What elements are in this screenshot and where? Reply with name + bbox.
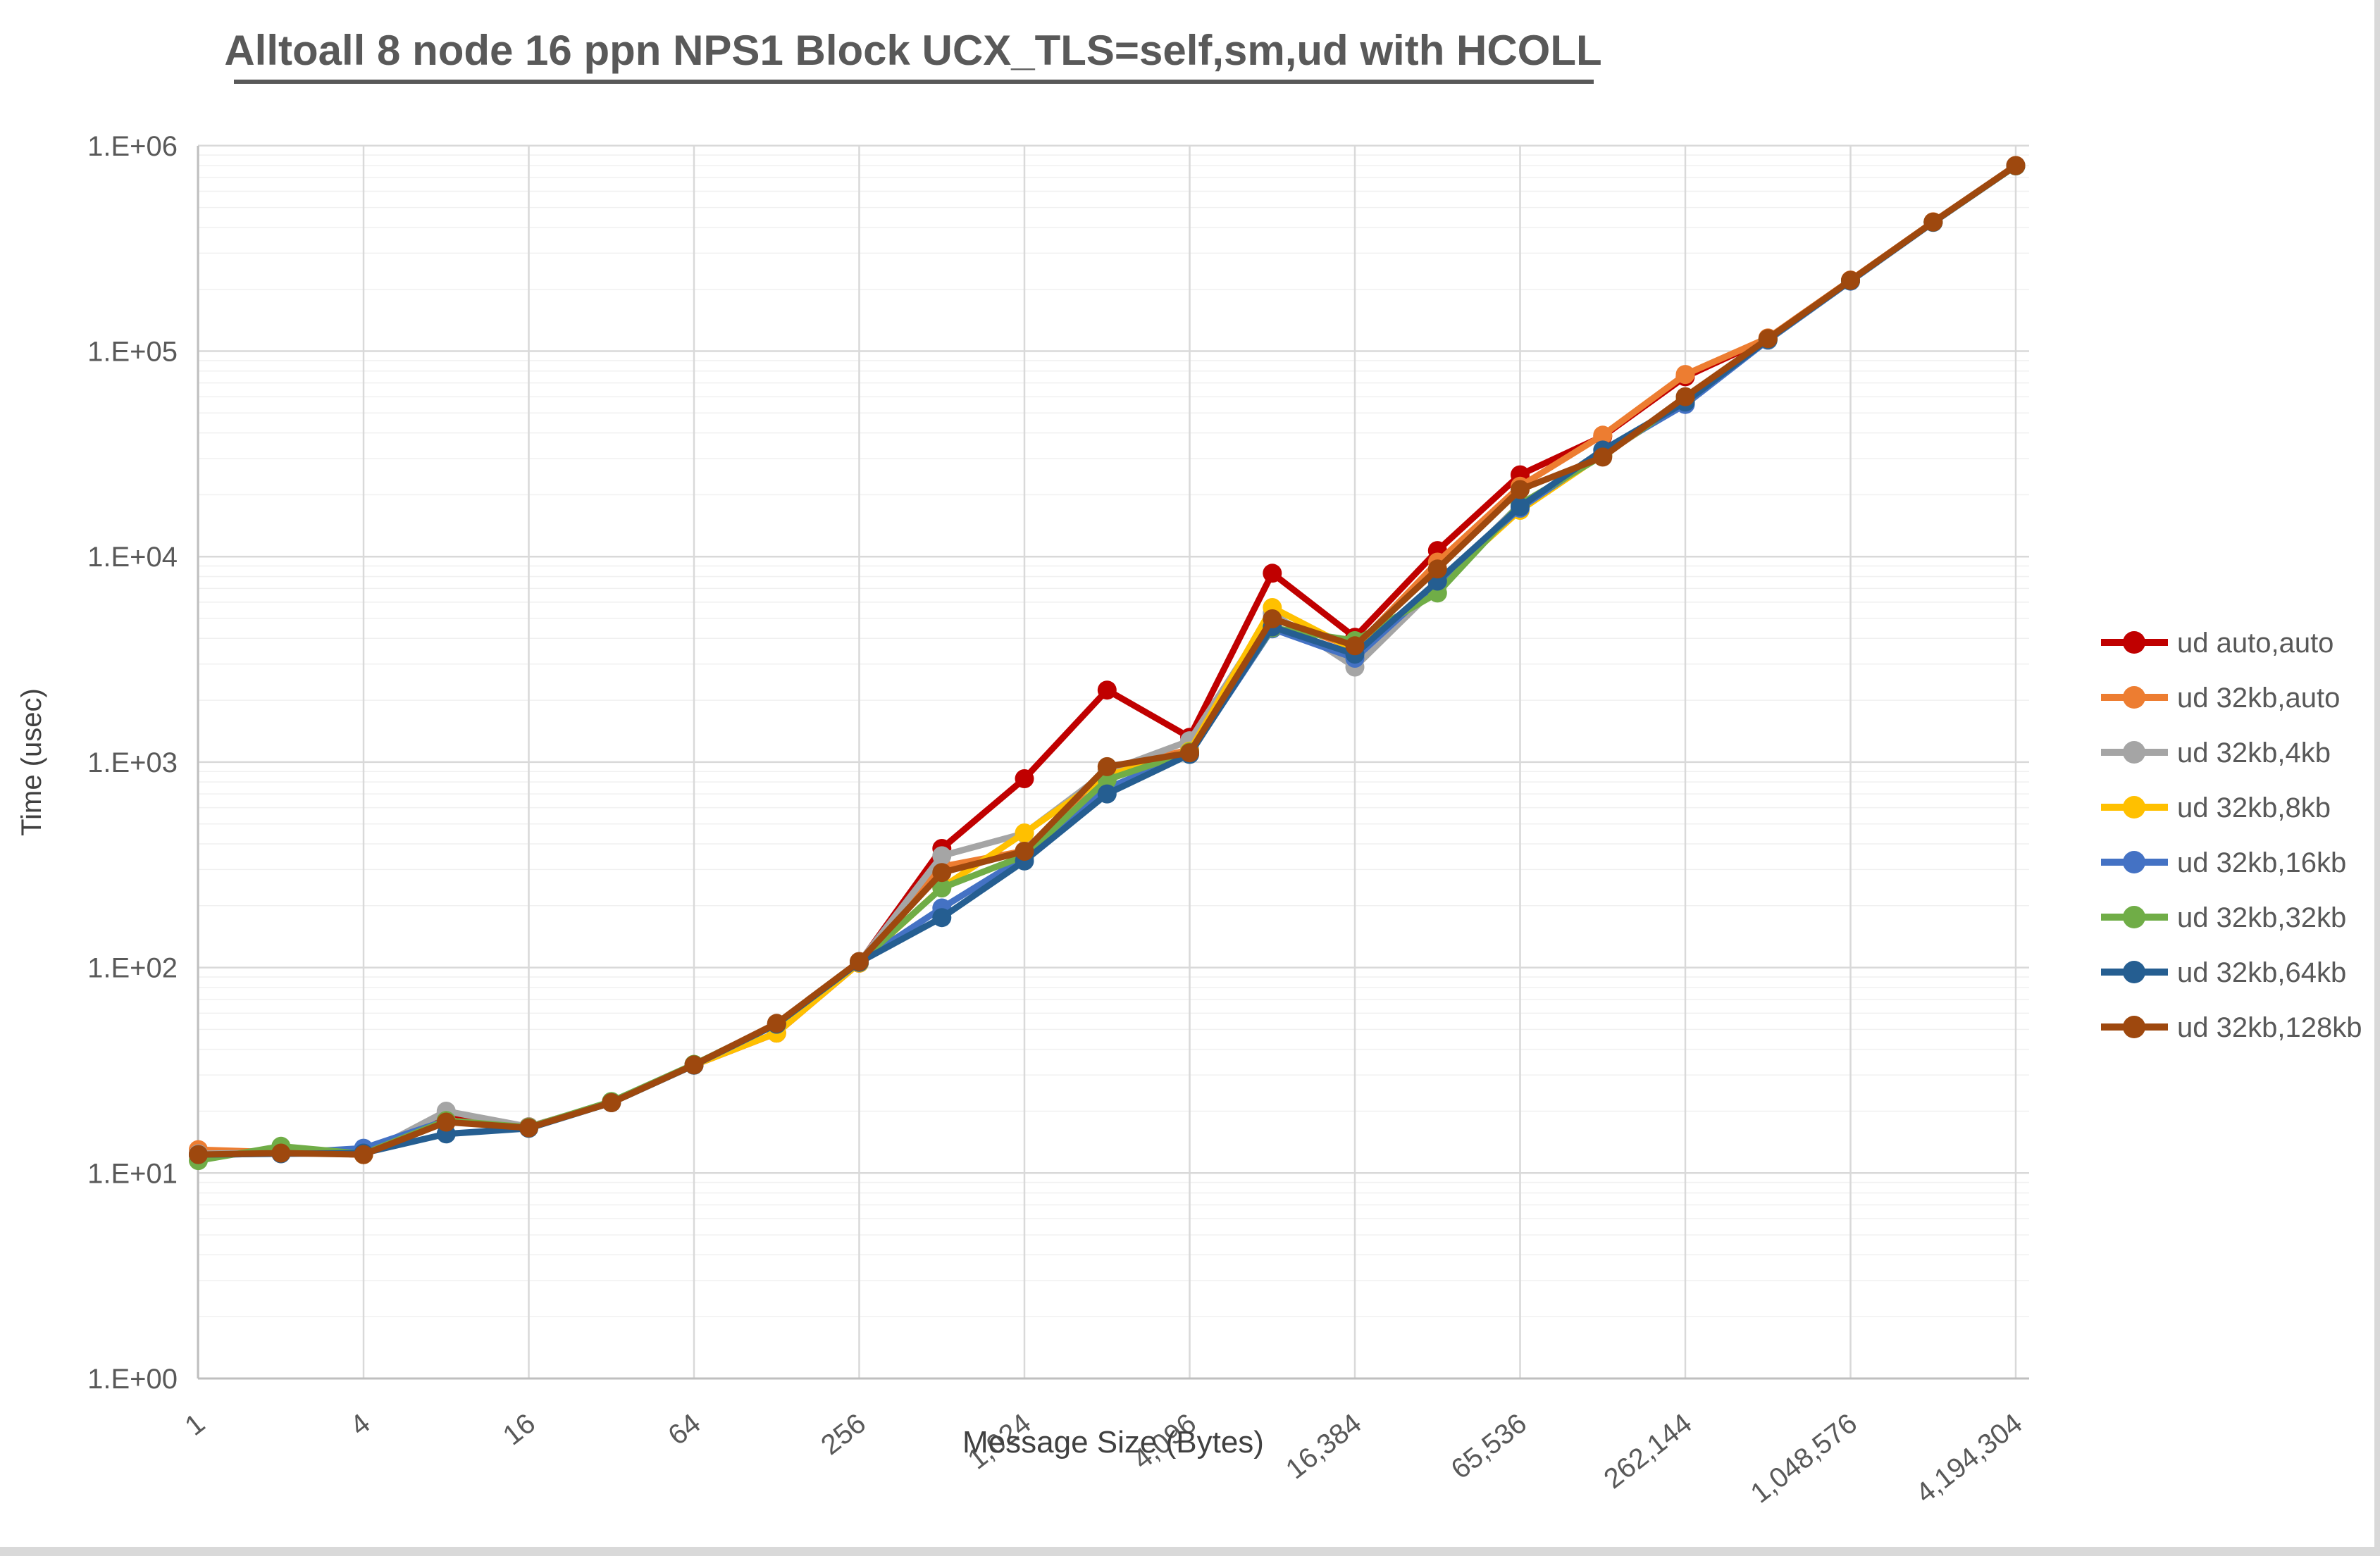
legend-item-ud-32kb-8kb[interactable]: ud 32kb,8kb [2101,792,2331,823]
data-point [2006,156,2026,175]
window-edge-right [2374,0,2380,1556]
legend-label: ud 32kb,16kb [2177,847,2346,878]
y-tick-label: 1.E+05 [87,337,178,368]
data-point [1180,743,1199,763]
y-tick-label: 1.E+02 [87,953,178,984]
legend-marker-icon [2123,906,2145,928]
legend-label: ud 32kb,64kb [2177,957,2346,988]
y-tick-label: 1.E+06 [87,131,178,162]
data-point [1263,609,1282,628]
data-point [1345,636,1365,656]
data-point [1758,329,1778,349]
data-point [602,1093,621,1112]
chart-title: Alltoall 8 node 16 ppn NPS1 Block UCX_TL… [224,27,1601,74]
x-axis-title: Message Size (Bytes) [962,1425,1264,1459]
legend-label: ud 32kb,4kb [2177,737,2331,768]
legend-item-ud-32kb-auto[interactable]: ud 32kb,auto [2101,683,2340,714]
legend-item-ud-32kb-128kb[interactable]: ud 32kb,128kb [2101,1012,2362,1043]
data-point [1015,823,1034,842]
legend-label: ud 32kb,128kb [2177,1012,2362,1043]
data-point [1097,784,1117,804]
window-edge-bottom [0,1547,2380,1556]
chart-legend: ud auto,auto ud 32kb,auto ud 32kb,4kb ud 32… [2101,628,2362,1043]
legend-item-ud-32kb-64kb[interactable]: ud 32kb,64kb [2101,957,2346,988]
legend-marker-icon [2123,631,2145,654]
data-point [1097,757,1117,776]
data-point [767,1014,786,1033]
data-point [1015,842,1034,861]
data-point [1511,497,1530,516]
legend-marker-icon [2123,741,2145,764]
data-series-group [189,156,2026,1171]
data-point [1015,769,1034,788]
legend-marker-icon [2123,961,2145,983]
data-point [1593,447,1613,467]
data-point [1841,270,1860,290]
legend-label: ud 32kb,32kb [2177,902,2346,933]
major-gridlines [197,144,2029,1380]
legend-label: ud 32kb,auto [2177,683,2340,714]
data-point [519,1118,538,1138]
data-point [1511,480,1530,499]
data-point [354,1145,373,1164]
data-point [932,908,952,928]
data-point [932,846,952,866]
y-axis-title: Time (usec) [16,688,47,836]
data-point [932,878,952,898]
data-point [850,952,869,971]
data-point [436,1112,456,1132]
y-tick-label: 1.E+00 [87,1364,178,1395]
data-point [1675,387,1695,406]
y-tick-label: 1.E+04 [87,542,178,573]
legend-marker-icon [2123,851,2145,873]
legend-item-ud-32kb-16kb[interactable]: ud 32kb,16kb [2101,847,2346,878]
data-point [1593,425,1613,445]
legend-marker-icon [2123,1016,2145,1038]
y-tick-label: 1.E+03 [87,747,178,778]
data-point [189,1145,208,1164]
data-point [1263,564,1282,583]
data-point [1923,212,1943,232]
legend-marker-icon [2123,686,2145,709]
legend-label: ud auto,auto [2177,628,2333,659]
data-point [1675,365,1695,385]
legend-item-ud-32kb-32kb[interactable]: ud 32kb,32kb [2101,902,2346,933]
data-point [1427,559,1447,579]
data-point [271,1143,291,1163]
data-point [932,863,952,883]
legend-item-ud-32kb-4kb[interactable]: ud 32kb,4kb [2101,737,2331,768]
y-axis-tick-labels: 1.E+00 1.E+01 1.E+02 1.E+03 1.E+04 1.E+05 1.E+… [87,131,178,1395]
legend-marker-icon [2123,796,2145,819]
legend-item-ud-auto-auto[interactable]: ud auto,auto [2101,628,2333,659]
legend-label: ud 32kb,8kb [2177,792,2331,823]
data-point [684,1055,704,1075]
y-tick-label: 1.E+01 [87,1158,178,1189]
data-point [1097,680,1117,700]
